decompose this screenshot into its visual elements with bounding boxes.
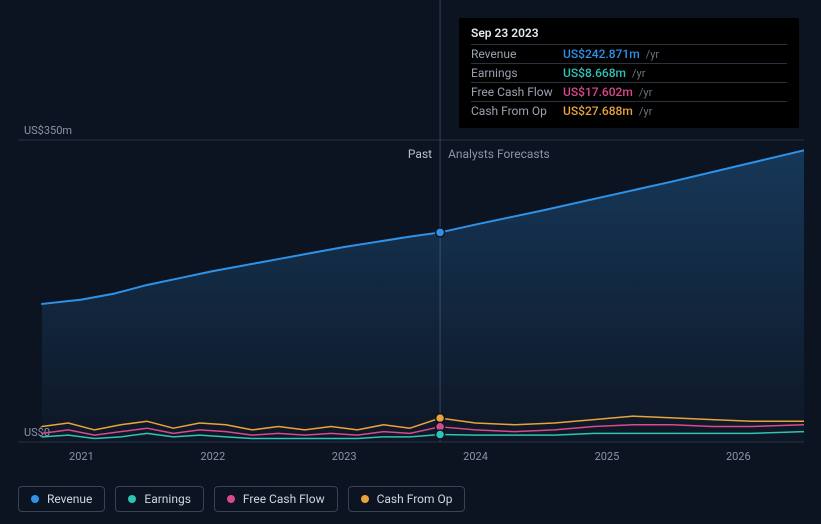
tooltip-row-value: US$8.668m	[563, 66, 626, 80]
tooltip-title: Sep 23 2023	[471, 26, 787, 44]
tooltip-row-value: US$242.871m	[563, 47, 640, 61]
legend-swatch	[361, 495, 369, 503]
tooltip-row: RevenueUS$242.871m/yr	[471, 44, 787, 63]
hover-marker-revenue	[436, 228, 445, 237]
revenue-area	[42, 150, 804, 442]
tooltip-row: Cash From OpUS$27.688m/yr	[471, 101, 787, 120]
tooltip-row: EarningsUS$8.668m/yr	[471, 63, 787, 82]
x-axis-label: 2026	[726, 450, 751, 463]
section-label-forecast: Analysts Forecasts	[448, 147, 550, 161]
chart-legend: Revenue Earnings Free Cash Flow Cash From O…	[18, 486, 465, 512]
legend-label: Cash From Op	[377, 492, 453, 506]
tooltip-row-label: Cash From Op	[471, 104, 563, 118]
x-axis-label: 2021	[69, 450, 94, 463]
hover-marker-cash_from_op	[436, 414, 445, 423]
tooltip-row-unit: /yr	[639, 86, 652, 99]
legend-item-cash_from_op[interactable]: Cash From Op	[348, 486, 466, 512]
legend-item-earnings[interactable]: Earnings	[115, 486, 204, 512]
tooltip-row-unit: /yr	[639, 105, 652, 118]
tooltip-row-unit: /yr	[646, 48, 659, 61]
legend-item-free_cash_flow[interactable]: Free Cash Flow	[214, 486, 338, 512]
hover-marker-earnings	[436, 430, 445, 439]
legend-item-revenue[interactable]: Revenue	[18, 486, 105, 512]
tooltip-row-value: US$17.602m	[563, 85, 633, 99]
y-axis-label: US$350m	[24, 124, 72, 137]
x-axis-label: 2024	[463, 450, 488, 463]
legend-label: Free Cash Flow	[243, 492, 325, 506]
tooltip-row-label: Free Cash Flow	[471, 85, 563, 99]
x-axis-label: 2022	[200, 450, 225, 463]
chart-tooltip: Sep 23 2023 RevenueUS$242.871m/yrEarning…	[459, 18, 799, 128]
tooltip-row-label: Revenue	[471, 47, 563, 61]
tooltip-row: Free Cash FlowUS$17.602m/yr	[471, 82, 787, 101]
legend-swatch	[227, 495, 235, 503]
legend-swatch	[31, 495, 39, 503]
legend-label: Revenue	[47, 492, 92, 506]
x-axis-label: 2023	[332, 450, 357, 463]
legend-label: Earnings	[144, 492, 191, 506]
legend-swatch	[128, 495, 136, 503]
x-axis-label: 2025	[595, 450, 620, 463]
tooltip-row-label: Earnings	[471, 66, 563, 80]
section-label-past: Past	[408, 147, 432, 161]
tooltip-row-value: US$27.688m	[563, 104, 633, 118]
tooltip-row-unit: /yr	[632, 67, 645, 80]
